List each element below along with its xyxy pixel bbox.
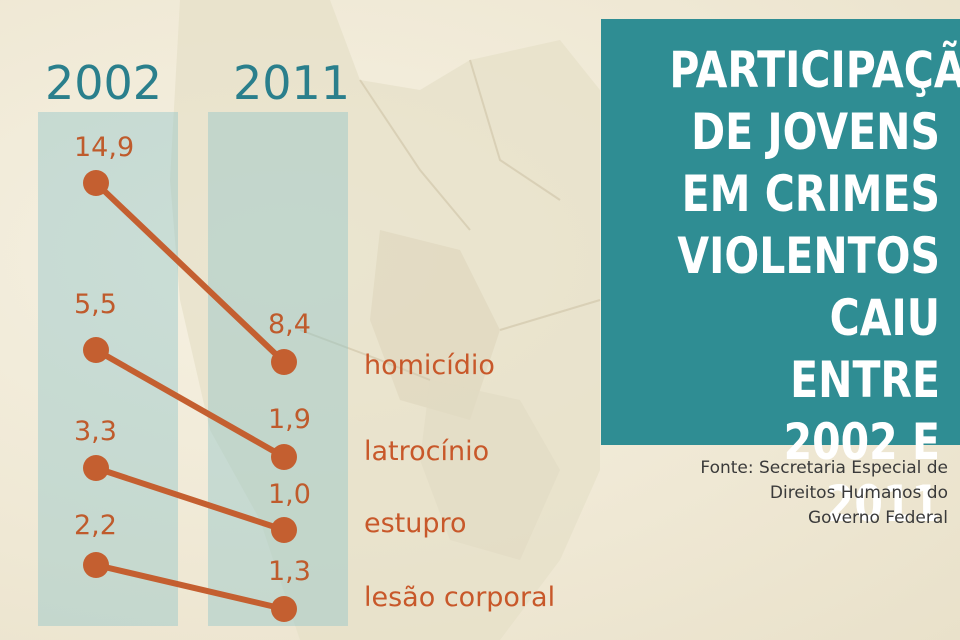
point-latrocinio-2002 [83, 337, 109, 363]
point-estupro-2002 [83, 455, 109, 481]
title-box: PARTICIPAÇÃO DE JOVENS EM CRIMES VIOLENT… [601, 19, 960, 533]
year-label-2002: 2002 [45, 56, 163, 110]
point-estupro-2011 [271, 517, 297, 543]
value-label-lesao-2011: 1,3 [268, 556, 311, 587]
value-label-estupro-2011: 1,0 [268, 479, 311, 510]
category-label-lesao-corporal: lesão corporal [364, 582, 556, 613]
point-lesao-corporal-2011 [271, 596, 297, 622]
slope-line-lesao-corporal [95, 562, 285, 612]
slope-line-homicidio [93, 180, 287, 365]
value-label-homicidio-2002: 14,9 [74, 132, 135, 163]
category-label-estupro: estupro [364, 508, 467, 539]
value-label-latrocinio-2011: 1,9 [268, 404, 311, 435]
year-label-2011: 2011 [233, 56, 351, 110]
value-label-homicidio-2011: 8,4 [268, 309, 311, 340]
point-homicidio-2002 [83, 170, 109, 196]
category-label-latrocinio: latrocínio [364, 436, 490, 467]
source-note: Fonte: Secretaria Especial de Direitos H… [700, 458, 948, 528]
slope-line-latrocinio [94, 347, 286, 460]
value-label-latrocinio-2002: 5,5 [74, 289, 117, 320]
point-homicidio-2011 [271, 349, 297, 375]
value-label-lesao-2002: 2,2 [74, 510, 117, 541]
page-title: PARTICIPAÇÃO DE JOVENS EM CRIMES VIOLENT… [669, 41, 960, 533]
point-lesao-corporal-2002 [83, 552, 109, 578]
point-latrocinio-2011 [271, 444, 297, 470]
slope-line-estupro [95, 465, 285, 533]
category-label-homicidio: homicídio [364, 350, 495, 381]
value-label-estupro-2002: 3,3 [74, 416, 117, 447]
